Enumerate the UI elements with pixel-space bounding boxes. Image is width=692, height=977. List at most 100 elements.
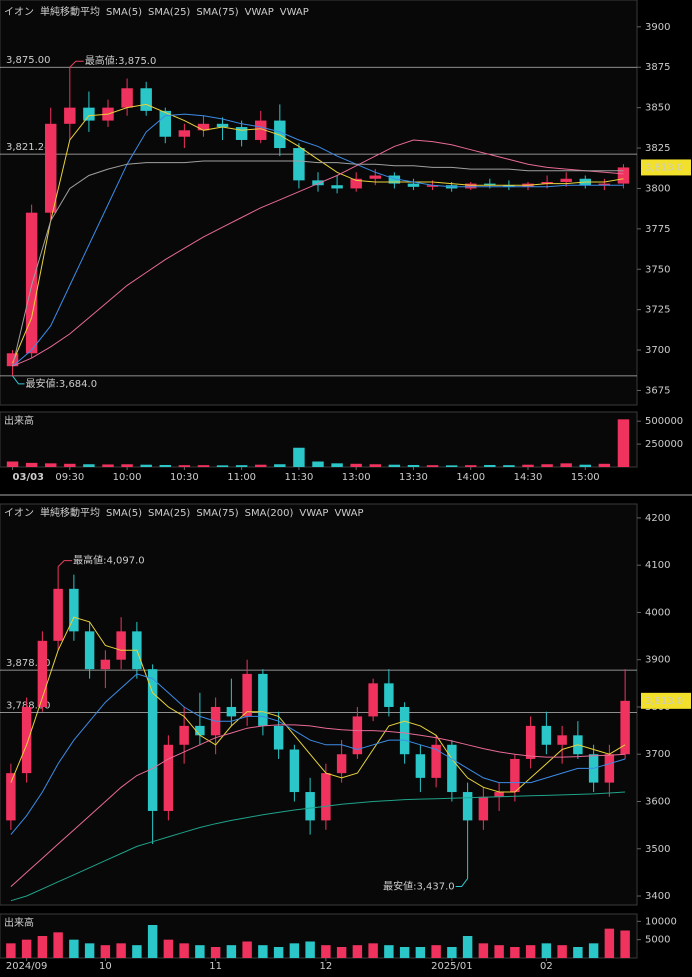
volume-bar <box>25 462 38 467</box>
candle-body <box>293 148 305 181</box>
candle-body <box>64 107 76 124</box>
candle-body <box>178 130 191 137</box>
volume-bar <box>6 943 16 958</box>
volume-bar <box>331 463 343 467</box>
volume-bar <box>541 464 553 467</box>
volume-bar <box>560 463 572 467</box>
x-tick-label: 10:00 <box>113 472 142 483</box>
candle-body <box>45 123 57 213</box>
y-tick-label: 3725 <box>645 305 670 316</box>
price-panel <box>0 503 638 906</box>
candle-body <box>388 175 401 184</box>
candle-body <box>216 123 229 128</box>
volume-bar <box>617 419 630 467</box>
legend-entry: SMA(200) <box>245 508 294 519</box>
volume-label: 出来高 <box>4 916 34 929</box>
volume-bar <box>45 463 57 467</box>
volume-bar <box>350 463 362 467</box>
y-tick-label: 3900 <box>645 655 670 666</box>
x-tick-label: 02 <box>540 961 553 972</box>
indicator-line <box>10 724 626 887</box>
candle-body <box>415 754 426 778</box>
volume-bar <box>274 464 286 467</box>
volume-bar <box>557 945 567 958</box>
legend-entry: VWAP <box>280 7 309 18</box>
volume-bar <box>598 463 611 467</box>
candle-body <box>407 183 420 187</box>
volume-bar <box>100 945 111 958</box>
x-tick-label: 10 <box>99 961 112 972</box>
candle-body <box>25 212 38 354</box>
candle-body <box>312 180 324 186</box>
volume-bar <box>445 465 458 467</box>
volume-bar <box>83 464 95 467</box>
candle-body <box>336 754 347 774</box>
high-leader <box>69 60 84 68</box>
y-tick-label: 3675 <box>645 385 670 396</box>
candle-body <box>242 673 252 717</box>
volume-bar <box>21 939 32 958</box>
candle-body <box>462 792 473 821</box>
volume-bar <box>604 928 615 958</box>
y-tick-label: 3500 <box>645 844 670 855</box>
legend-entry: SMA(25) <box>148 508 190 519</box>
candle-body <box>598 183 611 186</box>
volume-bar <box>484 464 496 467</box>
candle-body <box>53 588 63 641</box>
y-tick-label: 3825 <box>645 143 670 154</box>
legend-title: イオン <box>4 6 34 18</box>
candle-body <box>352 716 363 755</box>
y-tick-label: 3775 <box>645 224 670 235</box>
candle-body <box>426 185 439 187</box>
candle-body <box>525 725 536 759</box>
indicator-line <box>10 616 626 793</box>
volume-bar <box>255 464 267 467</box>
y-tick-label: 4100 <box>645 560 670 571</box>
volume-bar <box>140 464 152 467</box>
y-tick-label: 3750 <box>645 264 670 275</box>
volume-bar <box>159 464 171 467</box>
volume-tick-label: 250000 <box>645 439 683 450</box>
high-label: 最高値:4,097.0 <box>73 554 145 567</box>
reference-label: 3,878.00 <box>6 658 51 669</box>
volume-bar <box>465 465 477 467</box>
volume-bar <box>388 464 401 467</box>
candle-body <box>617 167 630 184</box>
candle-body <box>273 725 284 750</box>
y-tick-label: 3700 <box>645 345 670 356</box>
y-tick-label: 3600 <box>645 796 670 807</box>
candle-body <box>258 673 268 726</box>
volume-bar <box>6 461 19 467</box>
candle-body <box>83 107 95 121</box>
x-tick-label: 13:30 <box>399 472 428 483</box>
volume-bar <box>121 464 133 467</box>
low-leader <box>12 375 25 385</box>
candle-body <box>384 683 394 707</box>
y-tick-label: 3400 <box>645 891 670 902</box>
indicator-line <box>12 139 624 367</box>
candle-body <box>431 744 441 778</box>
volume-bar <box>210 947 221 958</box>
indicator-line <box>12 160 624 367</box>
volume-bar <box>494 945 504 958</box>
y-tick-label: 3800 <box>645 183 670 194</box>
volume-bar <box>305 941 315 958</box>
reference-label: 3,788.00 <box>6 701 51 712</box>
candle-body <box>147 669 158 811</box>
volume-label: 出来高 <box>4 414 34 427</box>
x-tick-label: 10:30 <box>170 472 199 483</box>
high-leader <box>57 560 73 567</box>
legend-entry: SMA(25) <box>148 7 190 18</box>
indicator-line <box>12 103 624 364</box>
volume-tick-label: 500000 <box>645 416 683 427</box>
reference-label: 3,875.00 <box>6 55 51 66</box>
volume-bar <box>289 943 300 958</box>
legend-entry: SMA(5) <box>106 7 142 18</box>
volume-bar <box>312 461 324 467</box>
x-tick-label: 11:30 <box>284 472 313 483</box>
low-label: 最安値:3,437.0 <box>383 880 455 893</box>
x-tick-label: 09:30 <box>55 472 84 483</box>
candle-body <box>369 175 381 179</box>
